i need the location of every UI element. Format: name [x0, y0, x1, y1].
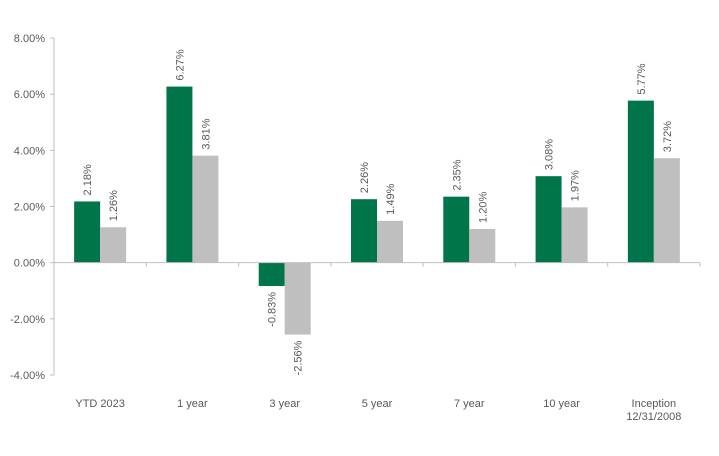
bar-series-1	[443, 196, 470, 263]
data-label: 2.35%	[451, 159, 463, 190]
data-label: 3.81%	[200, 118, 212, 149]
x-category-label: 3 year	[269, 398, 300, 410]
data-label: 2.26%	[359, 162, 371, 193]
y-tick-label: 0.00%	[14, 258, 45, 270]
y-tick-label: 8.00%	[14, 33, 45, 45]
bar-series-1	[166, 86, 193, 263]
y-tick-label: -4.00%	[10, 370, 45, 382]
data-label: 6.27%	[174, 49, 186, 80]
bar-series-2	[469, 228, 496, 263]
data-label: 1.97%	[570, 170, 582, 201]
bar-series-1	[627, 100, 654, 263]
x-category-label: 12/31/2008	[626, 411, 681, 423]
x-category-label: 10 year	[543, 398, 580, 410]
bar-series-2	[192, 155, 219, 263]
bar-series-1	[351, 199, 377, 263]
data-label: 3.08%	[544, 139, 556, 170]
data-label: 1.49%	[385, 183, 397, 214]
data-label: -2.56%	[293, 340, 305, 375]
data-label: 3.72%	[662, 121, 674, 152]
bar-series-2	[561, 207, 588, 263]
data-label: 2.18%	[82, 164, 94, 195]
bar-series-2	[100, 227, 127, 263]
bar-series-2	[653, 158, 680, 263]
bar-series-1	[74, 201, 101, 263]
bar-series-2	[284, 262, 311, 335]
x-category-label: Inception	[632, 398, 677, 410]
y-tick-label: 4.00%	[14, 145, 45, 157]
data-label: 1.26%	[108, 190, 120, 221]
bar-series-1	[535, 176, 562, 263]
x-category-label: YTD 2023	[75, 398, 125, 410]
data-label: -0.83%	[267, 292, 279, 327]
bar-series-1	[258, 262, 285, 286]
x-category-label: 1 year	[177, 398, 208, 410]
data-label: 5.77%	[636, 63, 648, 94]
bar-series-2	[377, 220, 403, 263]
x-category-label: 7 year	[454, 398, 485, 410]
x-category-label: 5 year	[362, 398, 393, 410]
data-label: 1.20%	[477, 192, 489, 223]
y-tick-label: -2.00%	[10, 314, 45, 326]
y-tick-label: 6.00%	[14, 89, 45, 101]
y-tick-label: 2.00%	[14, 202, 45, 214]
